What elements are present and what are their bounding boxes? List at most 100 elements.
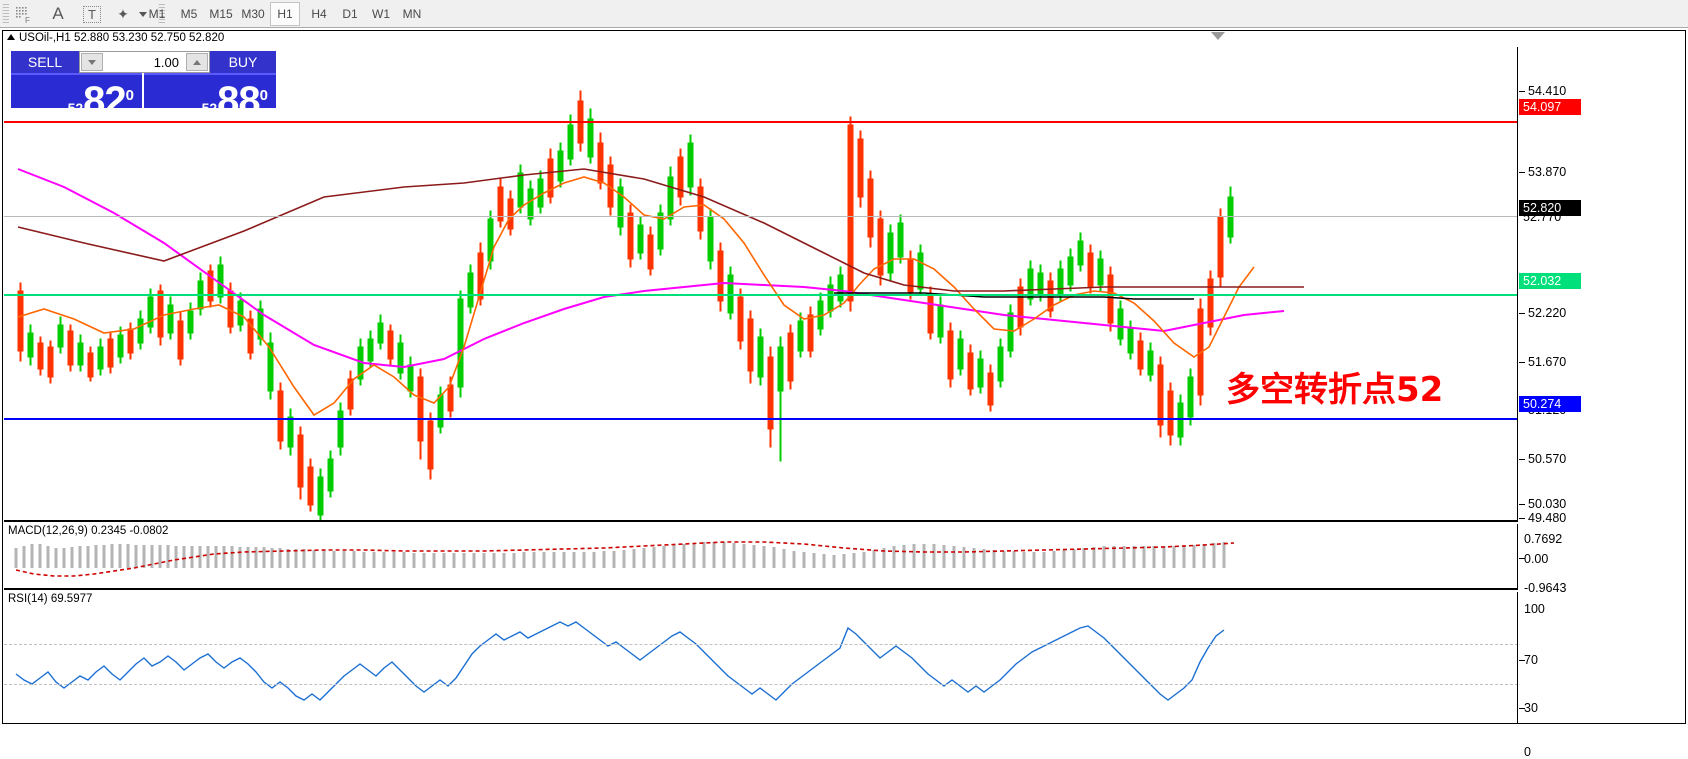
volume-increase-button[interactable] — [186, 53, 208, 71]
tab-timeframe-h4[interactable]: H4 — [302, 2, 336, 26]
collapse-triangle-icon[interactable] — [7, 34, 15, 40]
buy-price-big: 88 — [217, 79, 260, 108]
buy-price-wrap: 52 88 0 — [201, 79, 268, 108]
tick-mark — [1519, 708, 1525, 709]
sell-price-big: 82 — [83, 79, 126, 108]
macd-histogram — [14, 542, 1226, 568]
ma-black-line — [834, 292, 1194, 300]
sell-price-display[interactable]: 52 82 0 — [11, 73, 142, 108]
tick-mark — [1519, 504, 1525, 505]
volume-decrease-button[interactable] — [81, 53, 103, 71]
resistance-price-tag: 54.097 — [1519, 99, 1581, 115]
tab-timeframe-m1[interactable]: M1 — [140, 2, 174, 26]
objects-glyph: ✦ — [117, 5, 129, 22]
buy-price-display[interactable]: 52 88 0 — [144, 73, 276, 108]
sell-label: SELL — [27, 54, 63, 70]
price-tick: 50.570 — [1528, 452, 1567, 466]
macd-pane[interactable]: MACD(12,26,9) 0.2345 -0.0802 — [4, 524, 1518, 590]
price-pane[interactable]: 多空转折点52 — [4, 47, 1518, 522]
price-tick: 53.870 — [1528, 165, 1567, 179]
objects-dropdown-icon[interactable] — [136, 2, 150, 26]
macd-tick: 0.7692 — [1524, 532, 1563, 546]
buy-label: BUY — [228, 54, 258, 70]
tf-label: W1 — [372, 7, 390, 21]
pivot-line — [4, 294, 1517, 296]
price-tick: 49.480 — [1528, 511, 1567, 525]
one-click-trading-panel[interactable]: SELL 1.00 BUY 52 82 0 — [11, 51, 276, 108]
tab-timeframe-m30[interactable]: M30 — [236, 2, 270, 26]
objects-icon[interactable]: ✦ — [112, 2, 134, 26]
rsi-label: RSI(14) 69.5977 — [8, 593, 93, 605]
tf-label: M30 — [241, 7, 265, 21]
tf-label: M5 — [180, 7, 198, 21]
chart-window: USOil-,H1 52.880 53.230 52.750 52.820 — [2, 30, 1686, 759]
tf-label: H4 — [311, 7, 327, 21]
price-tick: 52.220 — [1528, 306, 1567, 320]
rsi-tick: 100 — [1524, 602, 1545, 616]
tick-mark — [1519, 313, 1525, 314]
text-box-glyph: T — [83, 5, 101, 23]
support-line — [4, 418, 1517, 420]
chart-annotation: 多空转折点52 — [1226, 370, 1444, 410]
main-toolbar: F A T ✦ M1 M5 M15 M30 H1 H4 D1 W1 MN — [0, 0, 1688, 28]
toolbar-grip-2[interactable] — [158, 4, 165, 24]
chevron-down-icon — [139, 11, 147, 17]
text-label-icon[interactable]: A — [46, 2, 70, 26]
crosshair-icon[interactable]: F — [10, 2, 36, 26]
macd-label: MACD(12,26,9) 0.2345 -0.0802 — [8, 525, 169, 537]
price-tick: 50.030 — [1528, 497, 1567, 511]
tick-mark — [1519, 660, 1525, 661]
buy-price-small: 52 — [201, 100, 218, 108]
tab-timeframe-mn[interactable]: MN — [395, 2, 429, 26]
rsi-pane[interactable]: RSI(14) 69.5977 — [4, 592, 1518, 723]
volume-stepper[interactable]: 1.00 — [79, 51, 210, 73]
buy-button[interactable]: BUY — [210, 51, 276, 73]
rsi-oversold-line — [4, 684, 1517, 685]
chevron-down-icon — [88, 59, 96, 65]
sell-price-point: 0 — [125, 87, 134, 104]
symbol-ohlc-text: USOil-,H1 52.880 53.230 52.750 52.820 — [19, 32, 225, 44]
volume-input[interactable]: 1.00 — [153, 54, 179, 70]
buy-price-point: 0 — [259, 87, 268, 104]
tick-mark — [1519, 459, 1525, 460]
crosshair-glyph: F — [16, 7, 30, 24]
price-scale[interactable]: 54.410 53.870 53.320 52.220 51.670 51.12… — [1519, 47, 1685, 759]
ma-darkred-line — [17, 168, 1304, 292]
toolbar-grip-1[interactable] — [2, 4, 9, 24]
svg-text:F: F — [25, 16, 30, 24]
trade-controls-row: SELL 1.00 BUY — [11, 51, 276, 73]
sell-price-wrap: 52 82 0 — [67, 79, 134, 108]
macd-canvas — [14, 541, 1235, 577]
rsi-tick: 30 — [1524, 701, 1538, 715]
resistance-line — [4, 121, 1517, 123]
ma-magenta-line — [17, 168, 1285, 369]
symbol-info-bar: USOil-,H1 52.880 53.230 52.750 52.820 — [3, 31, 1685, 47]
tf-label: D1 — [342, 7, 358, 21]
current-price-tag: 52.820 — [1519, 200, 1581, 216]
tab-timeframe-m5[interactable]: M5 — [172, 2, 206, 26]
support-price-tag: 50.274 — [1519, 396, 1581, 412]
tick-mark — [1519, 172, 1525, 173]
rsi-tick: 0 — [1524, 745, 1531, 759]
pivot-price-tag: 52.032 — [1519, 273, 1581, 289]
tf-label: M1 — [148, 7, 166, 21]
chevron-up-icon — [193, 59, 201, 65]
text-box-icon[interactable]: T — [80, 2, 104, 26]
chart-shift-handle[interactable] — [1211, 32, 1225, 41]
tf-label: H1 — [277, 7, 293, 21]
current-price-line — [4, 216, 1517, 217]
tab-timeframe-d1[interactable]: D1 — [333, 2, 367, 26]
tab-timeframe-h1[interactable]: H1 — [270, 2, 300, 26]
rsi-canvas — [15, 621, 1225, 701]
price-tick: 54.410 — [1528, 84, 1567, 98]
sell-price-small: 52 — [67, 100, 84, 108]
tab-timeframe-m15[interactable]: M15 — [204, 2, 238, 26]
tick-mark — [1519, 518, 1525, 519]
rsi-line — [15, 621, 1225, 701]
tf-label: MN — [402, 7, 422, 21]
sell-button[interactable]: SELL — [11, 51, 79, 73]
text-label-glyph: A — [52, 4, 64, 23]
tab-timeframe-w1[interactable]: W1 — [364, 2, 398, 26]
rsi-overbought-line — [4, 644, 1517, 645]
tick-mark — [1519, 362, 1525, 363]
